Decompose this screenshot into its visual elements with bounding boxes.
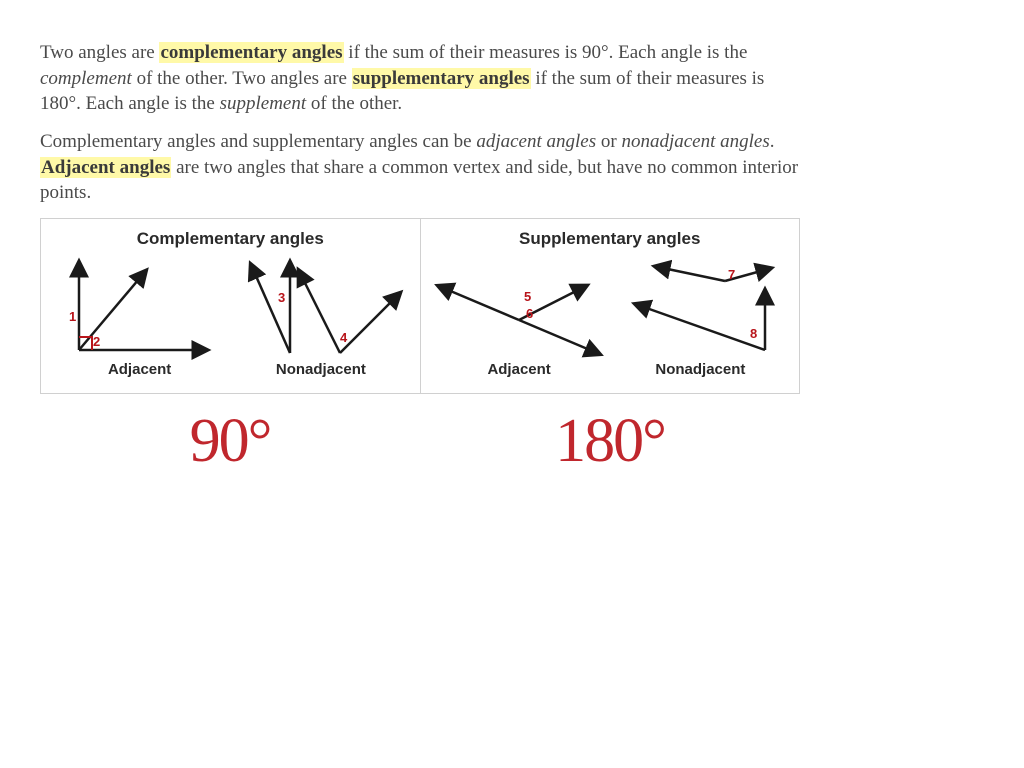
text: Two angles are: [40, 42, 159, 63]
angle-7-label: 7: [728, 267, 735, 282]
supp-nonadjacent-diagram: 7 8 Nonadjacent: [610, 255, 791, 385]
highlight-adjacent: Adjacent angles: [40, 157, 171, 178]
caption-nonadjacent: Nonadjacent: [610, 361, 791, 378]
text: of the other. Two angles are: [132, 68, 352, 89]
angle-8-label: 8: [750, 326, 757, 341]
angle-5-label: 5: [524, 289, 531, 304]
handwritten-90: 90°: [40, 406, 420, 477]
angle-2-label: 2: [93, 334, 100, 349]
em-complement: complement: [40, 68, 132, 89]
caption-adjacent: Adjacent: [49, 361, 230, 378]
supplementary-title: Supplementary angles: [429, 229, 792, 249]
caption-nonadjacent: Nonadjacent: [230, 361, 411, 378]
content: Two angles are complementary angles if t…: [40, 40, 800, 477]
angle-6-label: 6: [526, 306, 533, 321]
highlight-complementary: complementary angles: [159, 42, 343, 63]
text: .: [770, 131, 775, 152]
supplementary-box: Supplementary angles 5 6: [421, 219, 800, 393]
diagram-row: 5 6 Adjacent 7: [429, 255, 792, 385]
handwritten-180: 180°: [420, 406, 800, 477]
em-nonadjacent: nonadjacent angles: [621, 131, 769, 152]
paragraph-2: Complementary angles and supplementary a…: [40, 129, 800, 206]
supp-adjacent-diagram: 5 6 Adjacent: [429, 255, 610, 385]
comp-nonadjacent-diagram: 3 4 Nonadjacent: [230, 255, 411, 385]
text: Complementary angles and supplementary a…: [40, 131, 476, 152]
angle-3-label: 3: [278, 290, 285, 305]
comp-adjacent-diagram: 1 2 Adjacent: [49, 255, 230, 385]
text: if the sum of their measures is 90°. Eac…: [344, 42, 748, 63]
handwritten-row: 90° 180°: [40, 406, 800, 477]
highlight-supplementary: supplementary angles: [352, 68, 531, 89]
text: or: [596, 131, 621, 152]
angle-1-label: 1: [69, 309, 76, 324]
paragraph-1: Two angles are complementary angles if t…: [40, 40, 800, 117]
em-adjacent: adjacent angles: [476, 131, 596, 152]
em-supplement: supplement: [220, 93, 307, 114]
diagram-row: 1 2 Adjacent 3: [49, 255, 412, 385]
angle-4-label: 4: [340, 330, 348, 345]
text: of the other.: [306, 93, 402, 114]
caption-adjacent: Adjacent: [429, 361, 610, 378]
diagram-box-row: Complementary angles: [40, 218, 800, 394]
complementary-box: Complementary angles: [41, 219, 421, 393]
complementary-title: Complementary angles: [49, 229, 412, 249]
